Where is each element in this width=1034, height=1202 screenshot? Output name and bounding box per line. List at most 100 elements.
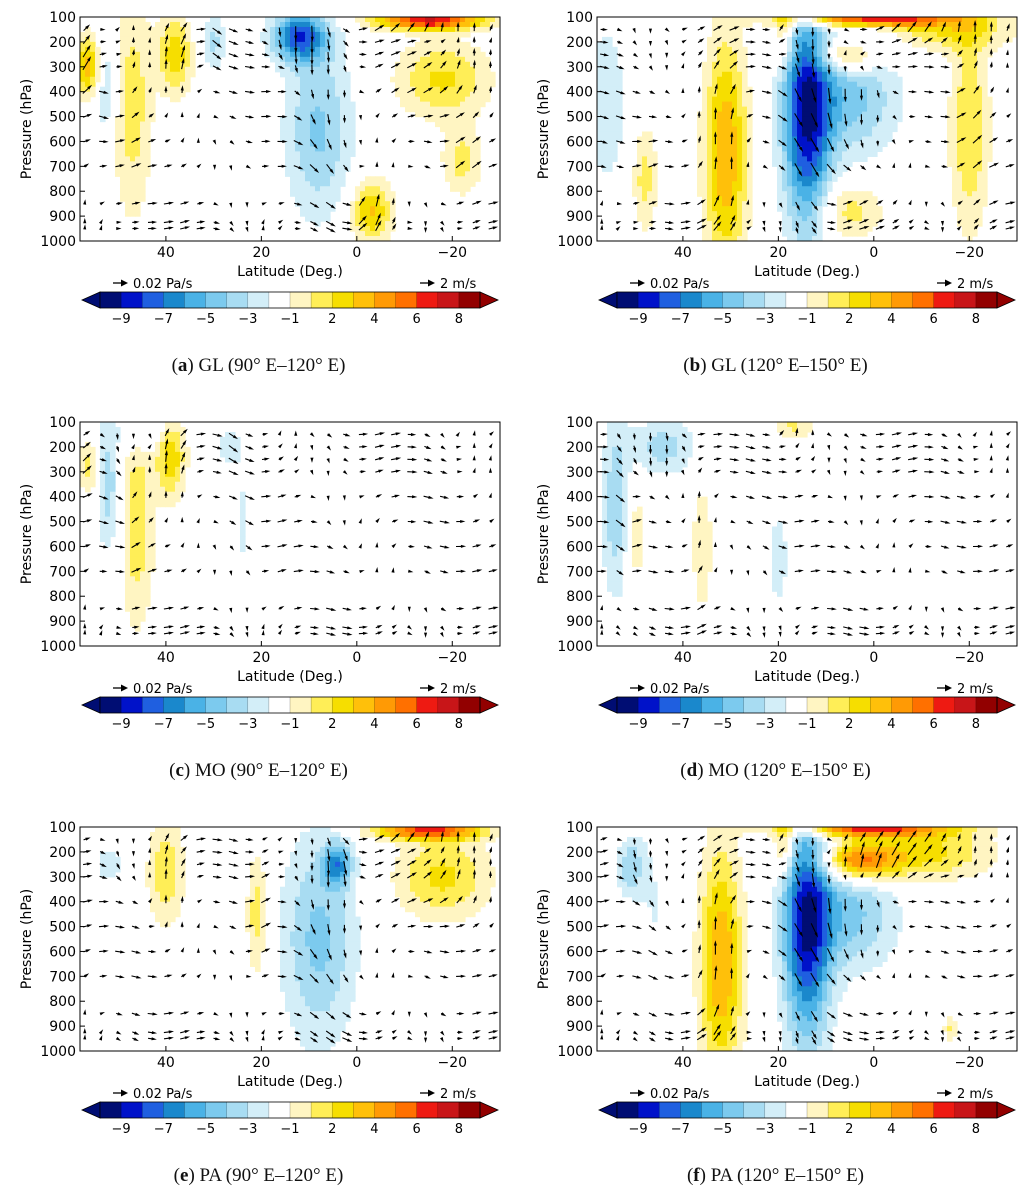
wind-vector-head (780, 166, 786, 171)
field-cell (912, 31, 918, 38)
field-cell (440, 111, 446, 118)
field-cell (812, 171, 818, 177)
field-cell (697, 146, 703, 152)
field-cell (475, 91, 481, 98)
field-cell (295, 161, 301, 167)
wind-vector-head (811, 46, 815, 52)
field-cell (837, 196, 843, 202)
field-cell (275, 46, 281, 53)
field-cell (340, 41, 346, 48)
field-cell (485, 17, 491, 23)
field-cell (977, 26, 983, 33)
field-cell (130, 551, 136, 557)
wind-vector-head (282, 115, 288, 119)
field-cell (847, 21, 853, 28)
field-cell (842, 141, 848, 148)
field-cell (972, 136, 978, 143)
field-cell (125, 586, 131, 592)
field-cell (957, 111, 963, 118)
field-cell (465, 121, 471, 128)
field-cell (145, 161, 151, 167)
field-cell (305, 206, 311, 212)
field-cell (125, 556, 131, 562)
wind-vector-head (362, 222, 368, 228)
field-cell (742, 81, 748, 88)
field-cell (712, 81, 718, 88)
field-cell (957, 61, 963, 68)
field-cell (647, 166, 653, 172)
reference-arrowhead-vertical (638, 279, 645, 287)
field-cell (982, 96, 988, 103)
field-cell (967, 141, 973, 148)
field-cell (310, 181, 316, 187)
field-cell (470, 66, 476, 73)
field-cell (185, 21, 191, 28)
field-cell (210, 51, 216, 58)
field-cell (360, 181, 366, 187)
field-cell (977, 141, 983, 148)
field-cell (345, 166, 351, 172)
field-cell (325, 101, 331, 108)
field-cell (470, 136, 476, 143)
field-cell (707, 76, 713, 83)
field-cell (450, 17, 456, 23)
field-cell (597, 141, 603, 148)
field-cell (827, 136, 833, 143)
field-cell (697, 166, 703, 172)
field-cell (782, 56, 788, 63)
field-cell (155, 21, 161, 28)
field-cell (335, 146, 341, 152)
field-cell (345, 101, 351, 108)
field-cell (827, 106, 833, 113)
field-cell (1007, 17, 1013, 23)
field-cell (942, 31, 948, 38)
wind-vector-head (681, 113, 686, 119)
field-cell (175, 71, 181, 78)
wind-vector-head (426, 40, 432, 44)
field-cell (280, 21, 286, 28)
field-cell (812, 131, 818, 138)
field-cell (887, 91, 893, 98)
field-cell (330, 116, 336, 123)
field-cell (300, 201, 306, 207)
field-cell (652, 191, 658, 197)
field-cell (792, 81, 798, 88)
field-cell (807, 186, 813, 192)
field-cell (130, 186, 136, 192)
field-cell (465, 161, 471, 167)
wind-vector-head (103, 116, 110, 119)
field-cell (460, 51, 466, 58)
wind-vector-head (444, 139, 450, 143)
wind-vector-head (493, 201, 499, 205)
field-cell (787, 166, 793, 172)
field-cell (697, 116, 703, 123)
field-cell (110, 426, 116, 433)
field-cell (90, 471, 96, 478)
field-cell (807, 41, 813, 48)
field-cell (275, 17, 281, 23)
field-cell (647, 161, 653, 167)
field-cell (460, 76, 466, 83)
field-cell (727, 111, 733, 118)
field-cell (597, 151, 603, 157)
field-cell (110, 496, 116, 503)
field-cell (330, 181, 336, 187)
field-cell (847, 136, 853, 143)
field-cell (642, 146, 648, 152)
field-cell (115, 426, 121, 433)
field-cell (707, 156, 713, 162)
field-cell (782, 81, 788, 88)
field-cell (852, 111, 858, 118)
field-cell (115, 171, 121, 177)
wind-vector-head (604, 65, 610, 69)
field-cell (897, 96, 903, 103)
field-cell (792, 186, 798, 192)
field-cell (105, 66, 111, 73)
field-cell (85, 41, 91, 48)
wind-vector-head (731, 221, 736, 227)
field-cell (962, 46, 968, 53)
field-cell (962, 151, 968, 157)
field-cell (470, 126, 476, 133)
field-cell (797, 161, 803, 167)
field-cell (787, 141, 793, 148)
